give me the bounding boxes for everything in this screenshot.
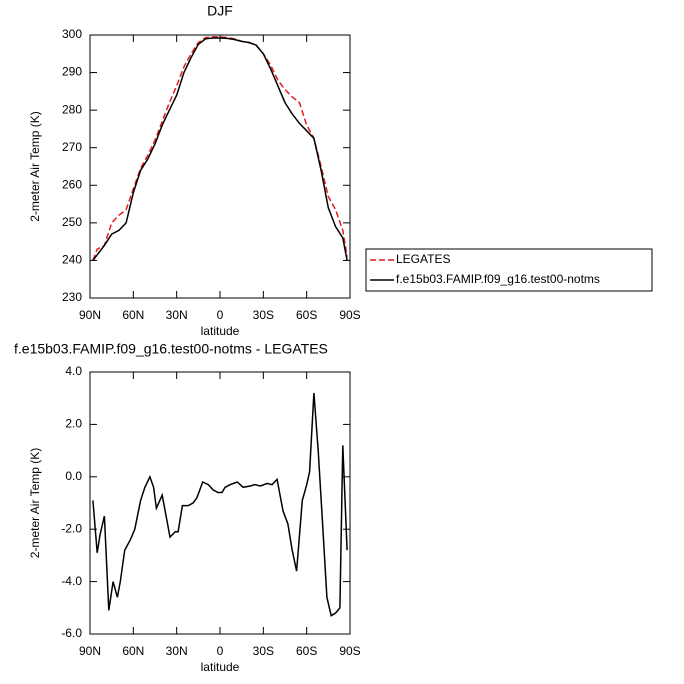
y-axis-label: 2-meter Air Temp (K) [28, 448, 42, 558]
plot-frame [89, 371, 351, 635]
x-tick-label: 30S [253, 644, 274, 658]
x-axis-label: latitude [201, 324, 240, 338]
y-tick-label: -4.0 [61, 574, 82, 588]
y-tick-label: 230 [62, 290, 82, 304]
x-tick-label: 30N [166, 644, 188, 658]
x-tick-label: 60N [122, 308, 144, 322]
chart-title: DJF [207, 3, 233, 19]
x-tick-label: 30S [253, 308, 274, 322]
x-axis-label: latitude [201, 660, 240, 674]
x-tick-label: 30N [166, 308, 188, 322]
series-line [92, 36, 348, 261]
x-tick-label: 90N [79, 308, 101, 322]
x-tick-label: 60S [296, 644, 317, 658]
y-tick-label: 260 [62, 177, 82, 191]
y-tick-label: 300 [62, 27, 82, 41]
y-tick-label: 2.0 [65, 417, 82, 431]
chart-title: f.e15b03.FAMIP.f09_g16.test00-notms - LE… [14, 341, 328, 357]
legend-box [365, 248, 653, 292]
plot-frame [89, 34, 351, 299]
series-line [92, 392, 348, 617]
y-tick-label: 240 [62, 253, 82, 267]
x-tick-label: 90S [339, 644, 360, 658]
y-tick-label: -2.0 [61, 521, 82, 535]
y-tick-label: 4.0 [65, 364, 82, 378]
y-tick-label: 270 [62, 140, 82, 154]
x-tick-label: 60N [122, 644, 144, 658]
y-tick-label: -6.0 [61, 626, 82, 640]
x-tick-label: 90N [79, 644, 101, 658]
y-tick-label: 250 [62, 215, 82, 229]
y-axis-label: 2-meter Air Temp (K) [28, 111, 42, 221]
x-tick-label: 60S [296, 308, 317, 322]
x-tick-label: 0 [217, 644, 224, 658]
x-tick-label: 0 [217, 308, 224, 322]
legend-label: LEGATES [396, 252, 450, 266]
legend-label: f.e15b03.FAMIP.f09_g16.test00-notms [396, 272, 600, 286]
y-tick-label: 280 [62, 102, 82, 116]
series-line [92, 37, 348, 261]
x-tick-label: 90S [339, 308, 360, 322]
y-tick-label: 0.0 [65, 469, 82, 483]
y-tick-label: 290 [62, 65, 82, 79]
